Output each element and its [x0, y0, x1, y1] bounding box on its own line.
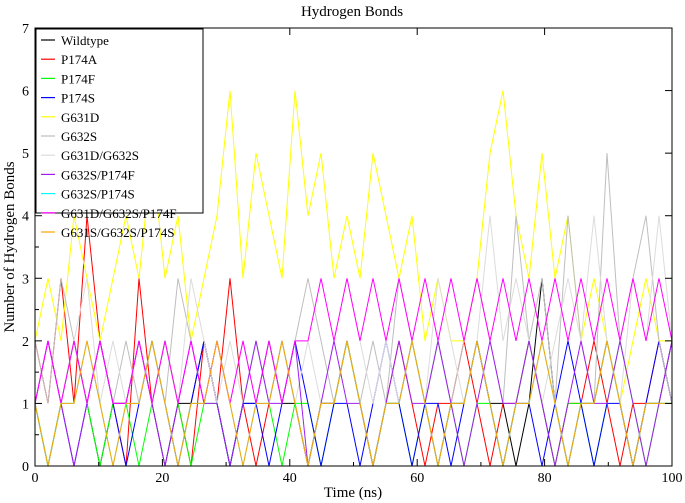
- y-axis: 0 1 2 3 4 5 6 7: [22, 22, 672, 475]
- x-tick-label-3: 60: [410, 471, 424, 486]
- legend-label-5: G632S: [61, 129, 97, 144]
- y-tick-label-7: 7: [22, 22, 29, 37]
- y-tick-label-3: 3: [22, 272, 29, 287]
- series-line-10: [34, 340, 672, 467]
- series-line-9: [34, 278, 673, 404]
- legend-label-1: P174A: [61, 52, 98, 67]
- y-tick-label-1: 1: [22, 397, 29, 412]
- x-tick-label-4: 80: [538, 471, 552, 486]
- legend-label-10: G631S/G632S/P174S: [61, 225, 174, 240]
- y-tick-label-0: 0: [22, 460, 29, 475]
- chart-title: Hydrogen Bonds: [301, 4, 403, 20]
- x-tick-label-2: 40: [283, 471, 297, 486]
- legend-label-3: P174S: [61, 91, 95, 106]
- legend: Wildtype P174A P174F P174S G631D G632S G631D/G…: [35, 28, 204, 240]
- legend-label-0: Wildtype: [61, 33, 109, 48]
- x-tick-label-0: 0: [32, 471, 39, 486]
- y-tick-label-5: 5: [22, 147, 29, 162]
- legend-label-2: P174F: [61, 71, 95, 86]
- series-line-1: [34, 215, 673, 467]
- x-axis: 0 20 40 60 80 100: [32, 28, 683, 486]
- x-tick-label-1: 20: [155, 471, 169, 486]
- y-tick-label-4: 4: [22, 210, 29, 225]
- legend-label-7: G632S/P174F: [61, 167, 135, 182]
- x-axis-title: Time (ns): [324, 485, 382, 501]
- legend-box: [35, 28, 204, 214]
- x-tick-label-5: 100: [662, 471, 683, 486]
- y-tick-label-6: 6: [22, 85, 29, 100]
- legend-label-9: G631D/G632S/P174F: [61, 206, 177, 221]
- y-axis-title: Number of Hydrogen Bonds: [2, 161, 18, 332]
- y-tick-label-2: 2: [22, 335, 29, 350]
- plot-area: [34, 90, 673, 467]
- series-line-4: [34, 90, 672, 404]
- legend-label-4: G631D: [61, 110, 99, 125]
- legend-label-6: G631D/G632S: [61, 148, 139, 163]
- legend-label-8: G632S/P174S: [61, 187, 135, 202]
